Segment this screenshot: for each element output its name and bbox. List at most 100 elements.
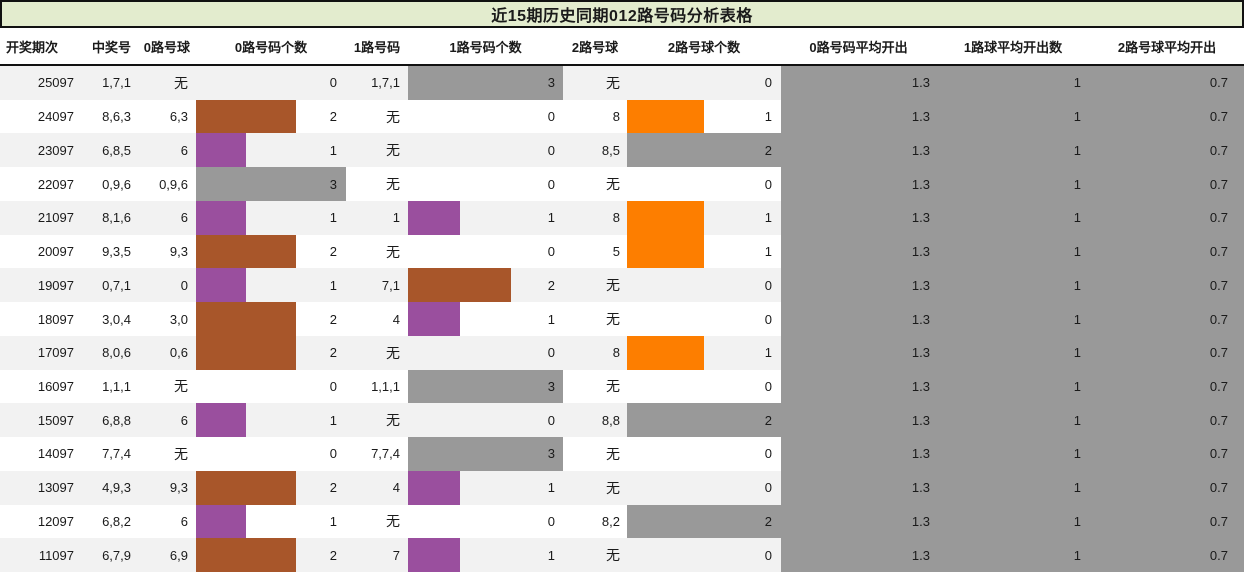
road0-balls-value: 无: [174, 445, 188, 462]
road1-count-value: 3: [547, 446, 555, 462]
road1-average-cell: 1: [936, 470, 1090, 505]
road1-average-cell: 1: [936, 335, 1090, 370]
road1-average-value: 1: [1073, 244, 1081, 260]
road2-count-cell: 1: [627, 200, 781, 235]
table-row: 22097 0,9,6 0,9,6 3 无 0 无 0 1.3 1 0.7: [0, 167, 1244, 201]
road0-count-value: 0: [329, 75, 337, 91]
road1-numbers-cell: 无: [346, 336, 408, 370]
road2-count-cell: 1: [627, 234, 781, 269]
road2-count-value: 0: [764, 378, 772, 394]
road0-average-value: 1.3: [911, 412, 930, 428]
road2-balls-cell: 无: [563, 370, 627, 404]
road0-count-value: 2: [329, 109, 337, 125]
road1-numbers-cell: 1,1,1: [346, 370, 408, 404]
period-value: 17097: [37, 345, 74, 361]
road1-numbers-value: 无: [386, 344, 400, 361]
winning-number-value: 3,0,4: [102, 311, 131, 327]
road2-balls-value: 8,2: [601, 513, 620, 529]
road1-average-value: 1: [1073, 75, 1081, 91]
road0-average-cell: 1.3: [781, 99, 936, 134]
road2-count-cell: 0: [627, 538, 781, 572]
road2-count-data-bar: [627, 504, 781, 539]
table-row: 12097 6,8,2 6 1 无 0 8,2 2 1.3 1 0.7: [0, 504, 1244, 539]
road0-balls-value: 9,3: [169, 244, 188, 260]
column-header-win: 中奖号: [91, 39, 131, 55]
road1-average-cell: 1: [936, 200, 1090, 235]
road1-count-cell: 0: [408, 336, 563, 370]
road2-average-value: 0.7: [1209, 75, 1228, 91]
road2-balls-cell: 8: [563, 100, 627, 134]
winning-number-cell: 1,7,1: [80, 66, 137, 100]
road1-count-value: 1: [547, 547, 555, 563]
road1-count-value: 0: [547, 109, 555, 125]
road1-count-value: 1: [547, 210, 555, 226]
road2-count-value: 0: [764, 176, 772, 192]
road1-count-value: 2: [547, 277, 555, 293]
column-header-r2-balls: 2路号球: [571, 39, 619, 55]
road0-count-value: 2: [329, 311, 337, 327]
road1-count-data-bar: [408, 369, 563, 404]
road2-balls-value: 8: [612, 109, 620, 125]
road2-average-cell: 0.7: [1090, 302, 1244, 336]
road2-average-value: 0.7: [1209, 378, 1228, 394]
road0-count-cell: 2: [196, 302, 346, 336]
road0-balls-cell: 0,6: [137, 336, 196, 370]
road0-average-value: 1.3: [911, 446, 930, 462]
road2-balls-value: 8,5: [601, 142, 620, 158]
table-row: 18097 3,0,4 3,0 2 4 1 无 0 1.3 1 0.7: [0, 302, 1244, 336]
road2-average-value: 0.7: [1209, 513, 1228, 529]
road1-count-value: 0: [547, 142, 555, 158]
road1-average-cell: 1: [936, 234, 1090, 269]
winning-number-cell: 1,1,1: [80, 370, 137, 404]
road1-average-value: 1: [1073, 345, 1081, 361]
table-row: 19097 0,7,1 0 1 7,1 2 无 0 1.3 1 0.7: [0, 268, 1244, 303]
road2-count-cell: 1: [627, 335, 781, 370]
table-row: 21097 8,1,6 6 1 1 1 8 1 1.3 1 0.7: [0, 200, 1244, 235]
road2-count-value: 0: [764, 311, 772, 327]
road0-balls-cell: 6: [137, 505, 196, 539]
road0-balls-cell: 9,3: [137, 235, 196, 269]
period-value: 25097: [37, 75, 74, 91]
road1-numbers-cell: 1,7,1: [346, 66, 408, 100]
road2-balls-cell: 8,5: [563, 133, 627, 167]
table-row: 16097 1,1,1 无 0 1,1,1 3 无 0 1.3 1 0.7: [0, 369, 1244, 404]
road1-count-cell: 0: [408, 403, 563, 437]
road1-average-cell: 1: [936, 437, 1090, 471]
winning-number-value: 4,9,3: [102, 480, 131, 496]
period-cell: 14097: [0, 437, 80, 471]
road2-count-value: 1: [764, 210, 772, 226]
road0-average-value: 1.3: [911, 277, 930, 293]
road1-average-value: 1: [1073, 378, 1081, 394]
period-cell: 24097: [0, 100, 80, 134]
column-header-r1-count: 1路号码个数: [449, 39, 522, 55]
road0-average-value: 1.3: [911, 311, 930, 327]
road1-count-value: 0: [547, 244, 555, 260]
period-cell: 21097: [0, 201, 80, 235]
road0-average-value: 1.3: [911, 378, 930, 394]
road1-numbers-value: 7,7,4: [371, 446, 400, 462]
road2-count-data-bar: [627, 335, 704, 370]
road2-count-value: 1: [764, 244, 772, 260]
road0-count-value: 2: [329, 345, 337, 361]
road2-balls-value: 无: [606, 445, 620, 462]
road0-average-cell: 1.3: [781, 403, 936, 438]
road0-count-data-bar: [196, 200, 246, 235]
road0-average-cell: 1.3: [781, 234, 936, 269]
road1-average-cell: 1: [936, 133, 1090, 168]
road0-count-data-bar: [196, 99, 296, 134]
road1-count-cell: 0: [408, 100, 563, 134]
road1-numbers-value: 无: [386, 243, 400, 260]
road0-average-cell: 1.3: [781, 133, 936, 168]
road2-average-value: 0.7: [1209, 412, 1228, 428]
road0-average-value: 1.3: [911, 210, 930, 226]
road0-count-value: 1: [329, 142, 337, 158]
road2-average-cell: 0.7: [1090, 470, 1244, 505]
road1-count-value: 0: [547, 176, 555, 192]
road0-count-value: 0: [329, 378, 337, 394]
road1-numbers-cell: 无: [346, 505, 408, 539]
road0-balls-cell: 无: [137, 437, 196, 471]
winning-number-value: 6,8,5: [102, 142, 131, 158]
road1-count-cell: 1: [408, 538, 563, 572]
road1-count-data-bar: [408, 200, 460, 235]
